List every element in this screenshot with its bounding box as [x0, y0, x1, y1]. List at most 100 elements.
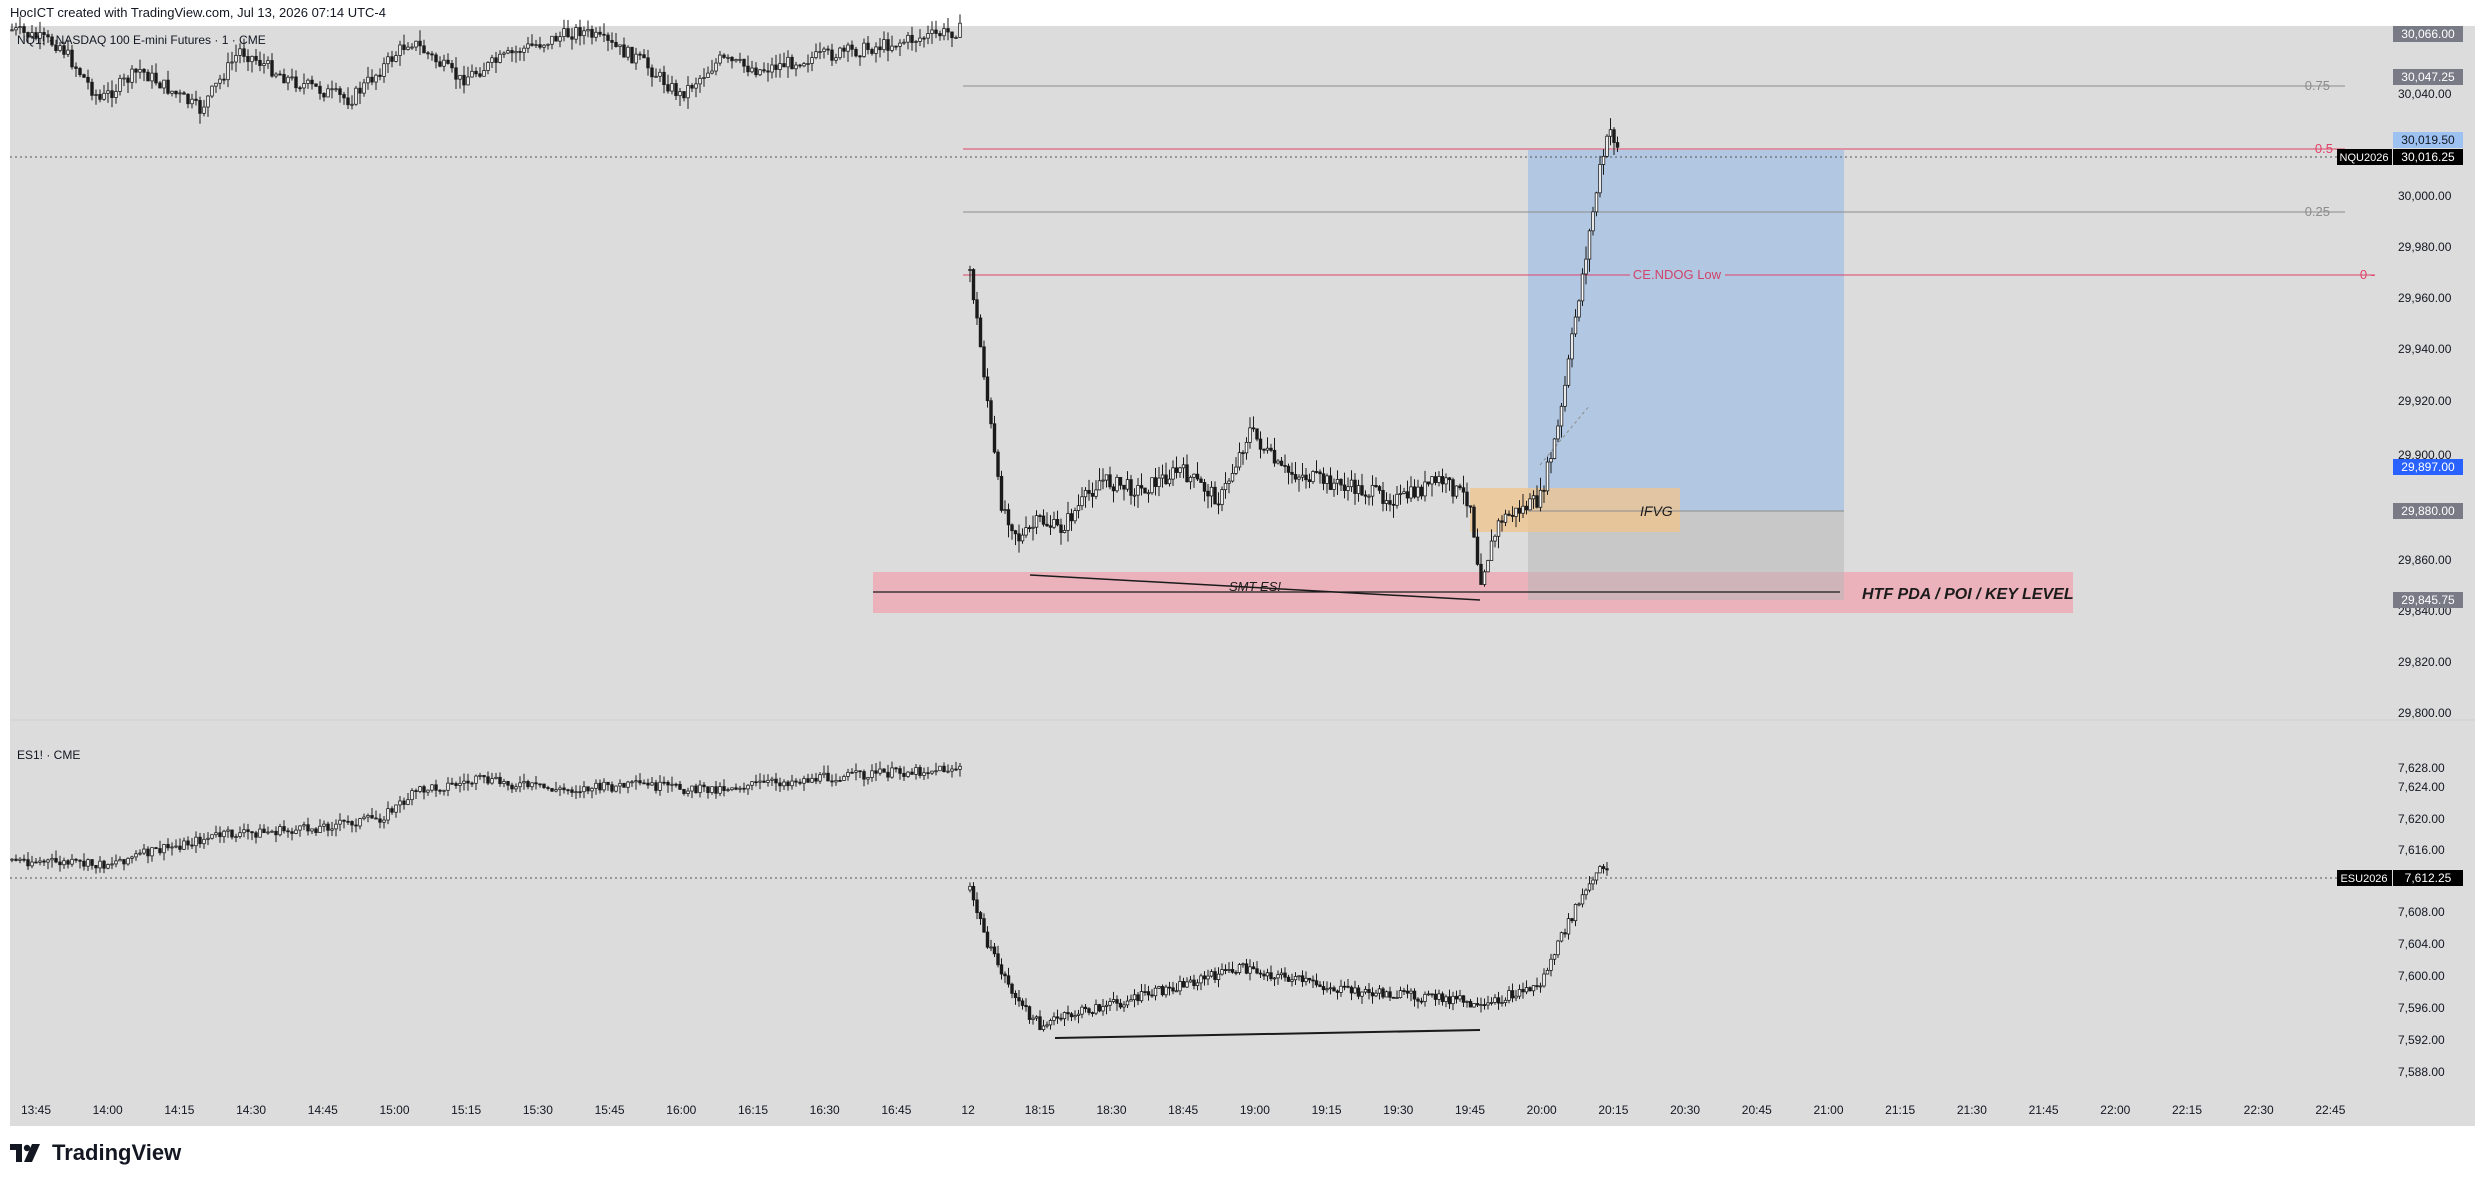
es-candle — [450, 782, 454, 785]
es-candle — [58, 861, 62, 866]
es-candle — [854, 770, 858, 773]
es-candle — [610, 784, 614, 792]
nq-candle — [1220, 489, 1224, 505]
ce-ndog-label[interactable]: CE.NDOG Low — [1633, 267, 1722, 282]
nq-candle — [646, 57, 650, 69]
nq-candle — [598, 31, 602, 35]
es-symbol-label: ESU2026 — [2337, 870, 2392, 886]
es-candle — [286, 830, 290, 833]
nq-candle — [1013, 530, 1018, 535]
htf-label[interactable]: HTF PDA / POI / KEY LEVEL — [1862, 586, 2074, 603]
nq-candle — [14, 27, 18, 31]
es-candle — [1160, 986, 1165, 996]
nq-candle — [410, 46, 414, 49]
trend-dotted-line[interactable] — [1539, 404, 1591, 466]
nq-candles[interactable] — [10, 14, 1620, 587]
nq-candle — [238, 48, 242, 56]
es-candle — [562, 787, 566, 791]
nq-candle — [1213, 486, 1217, 505]
nq-candle — [1475, 536, 1480, 565]
es-candle — [726, 789, 730, 792]
es-price-axis[interactable]: 7,628.00 7,624.00 7,620.00 7,616.00 7,608.00… — [2398, 761, 2445, 1079]
nq-candle — [430, 53, 434, 56]
nq-candle — [114, 91, 118, 98]
nq-candle — [846, 44, 850, 52]
es-candle — [134, 853, 138, 858]
fib-label-0: 0 - — [2360, 267, 2375, 282]
nq-candle — [406, 46, 410, 50]
es-candle — [1556, 940, 1560, 956]
es-candle — [1566, 918, 1571, 935]
es-candle — [218, 832, 222, 838]
nq-candle — [1080, 496, 1084, 507]
es-candle — [1185, 981, 1189, 988]
es-candle — [402, 800, 406, 805]
smt-divergence-line[interactable] — [1029, 574, 1481, 601]
nq-candle — [750, 67, 754, 73]
es-candle — [434, 784, 438, 791]
nq-candle — [630, 46, 634, 64]
es-candle — [1405, 990, 1410, 994]
time-tick: 20:30 — [1670, 1103, 1700, 1117]
es-candle — [750, 781, 754, 786]
es-low-line[interactable] — [1054, 1029, 1481, 1039]
nq-candle — [1346, 486, 1350, 491]
es-candle — [1220, 969, 1224, 975]
nq-candle — [1244, 441, 1249, 454]
nq-candle — [1150, 477, 1154, 494]
nq-candle — [550, 35, 554, 45]
es-candle — [1195, 982, 1200, 987]
nq-candle — [1178, 467, 1182, 473]
es-candle — [1052, 1016, 1056, 1021]
nq-candle — [1034, 515, 1039, 528]
es-candle — [1384, 991, 1389, 998]
es-candle — [178, 845, 182, 850]
nq-candle — [1496, 520, 1501, 537]
es-candle — [1262, 973, 1266, 977]
es-candle — [234, 836, 238, 838]
es-candle — [1167, 986, 1172, 989]
es-candle — [1031, 1017, 1035, 1020]
nq-candle — [1342, 484, 1347, 491]
price-scale-background[interactable] — [2370, 26, 2475, 1126]
es-candle — [1328, 987, 1333, 990]
nq-candle — [690, 85, 694, 89]
nq-candle — [1489, 540, 1494, 561]
nq-candle — [1605, 135, 1609, 157]
es-candles[interactable] — [10, 761, 1609, 1032]
nq-candle — [1419, 486, 1424, 497]
time-tick: 14:15 — [164, 1103, 194, 1117]
time-axis-background[interactable] — [10, 1090, 2370, 1126]
es-candle — [930, 770, 934, 774]
nq-price-tick: 29,820.00 — [2398, 655, 2452, 669]
es-candle — [1027, 1006, 1032, 1020]
nq-price-tick: 29,960.00 — [2398, 291, 2452, 305]
es-candle — [1136, 994, 1140, 1002]
nq-candle — [1486, 560, 1490, 573]
es-price-tick: 7,608.00 — [2398, 905, 2445, 919]
nq-candle — [1510, 514, 1515, 517]
es-candle — [934, 770, 938, 773]
es-candle — [822, 772, 826, 776]
nq-candle — [930, 29, 934, 34]
long-position-target-zone[interactable] — [1528, 150, 1844, 511]
nq-candle — [886, 39, 890, 51]
es-candle — [1122, 1004, 1126, 1008]
time-axis[interactable]: 13:45 14:00 14:15 14:30 14:45 15:00 15:15 15:30… — [21, 1103, 2346, 1117]
nq-candle — [94, 94, 98, 96]
es-candle — [1199, 975, 1203, 984]
es-candle — [1171, 987, 1175, 992]
nq-candle — [1255, 428, 1259, 440]
es-candle — [1377, 988, 1382, 994]
nq-candle — [1202, 482, 1207, 492]
chart-canvas[interactable]: NQ1! · NASDAQ 100 E-mini Futures · 1 · C… — [0, 0, 2475, 1140]
nq-price-axis[interactable]: 30,040.00 30,000.00 29,980.00 29,960.00 29,9… — [2398, 87, 2452, 720]
nq-candle — [170, 90, 174, 94]
nq-candle — [1209, 486, 1214, 497]
nq-candle — [1451, 479, 1455, 497]
es-candle — [126, 857, 130, 865]
smt-label[interactable]: SMT ES! — [1229, 579, 1281, 594]
time-tick: 15:30 — [523, 1103, 553, 1117]
ifvg-label[interactable]: IFVG — [1640, 503, 1673, 519]
time-tick: 21:15 — [1885, 1103, 1915, 1117]
